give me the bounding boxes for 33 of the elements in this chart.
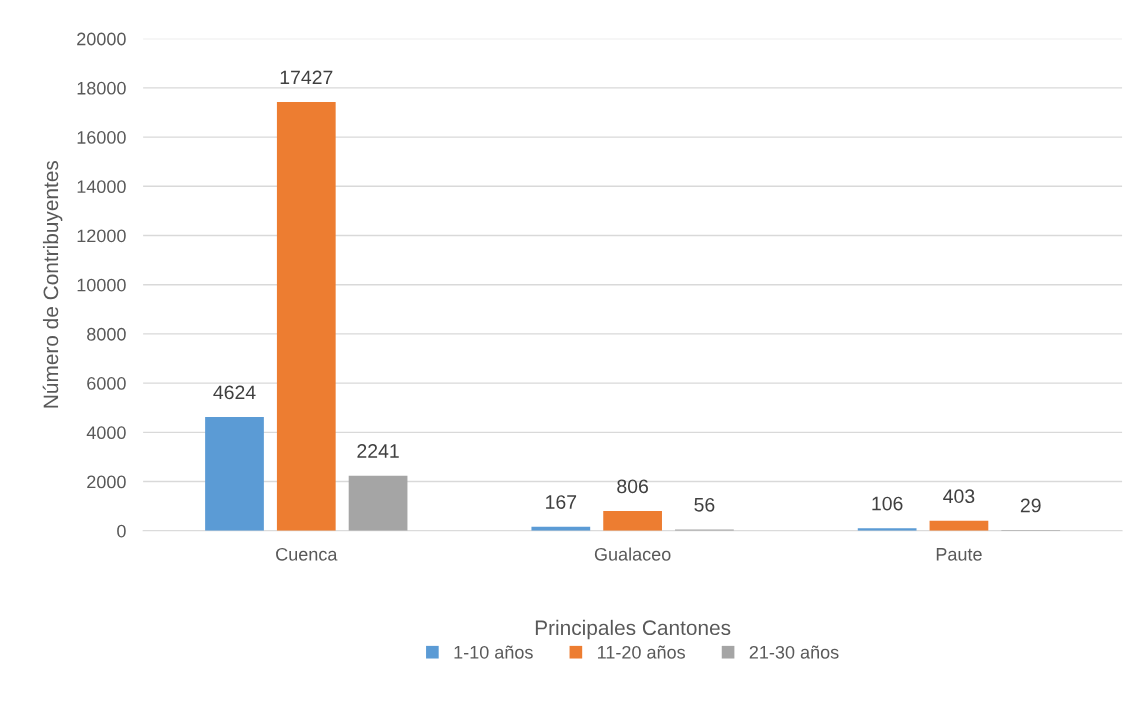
y-tick-label: 20000	[77, 32, 126, 46]
y-tick-label: 2000	[87, 475, 126, 489]
bar	[348, 475, 408, 531]
data-label: 56	[694, 497, 715, 512]
y-tick-label: 16000	[77, 131, 126, 144]
y-tick-label: 18000	[77, 81, 126, 95]
x-tick-label: Gualaceo	[594, 547, 671, 561]
bar	[276, 101, 336, 531]
y-tick-label: 4000	[86, 426, 126, 440]
x-tick-label: Paute	[936, 548, 982, 561]
data-label: 2241	[357, 444, 399, 458]
bar	[205, 416, 264, 531]
data-label: 4624	[213, 385, 256, 400]
y-tick-label: 12000	[77, 229, 126, 243]
y-tick-label: 10000	[77, 278, 126, 292]
legend-label: 1-10 años	[454, 645, 533, 659]
x-tick-label: Cuenca	[276, 547, 338, 561]
bar	[929, 520, 989, 531]
data-label: 806	[617, 479, 648, 494]
bar	[603, 510, 662, 531]
y-tick-label: 8000	[87, 327, 126, 341]
legend-label: 21-30 años	[749, 645, 839, 659]
y-tick-label: 0	[117, 524, 126, 538]
data-label: 29	[1020, 498, 1041, 513]
legend-label: 11-20 años	[598, 645, 685, 659]
data-label: 403	[943, 489, 975, 504]
y-tick-label: 14000	[77, 180, 126, 194]
x-axis-title: Principales Cantones	[535, 619, 731, 640]
data-label: 106	[872, 496, 903, 511]
y-axis-title: Número de Contribuyentes	[42, 160, 63, 408]
y-tick-label: 6000	[87, 377, 126, 390]
data-label: 17427	[280, 70, 333, 85]
data-label: 167	[546, 495, 577, 509]
